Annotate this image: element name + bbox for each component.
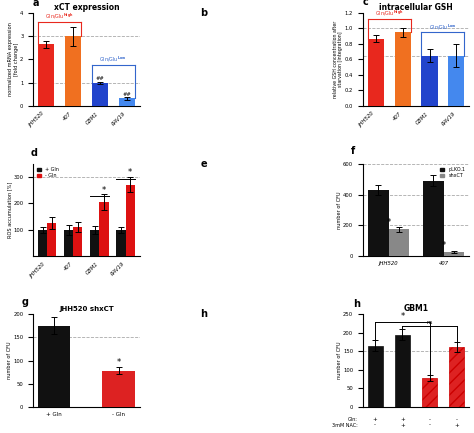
Bar <box>448 55 465 106</box>
Text: a: a <box>33 0 39 8</box>
Text: ns: ns <box>427 320 433 325</box>
Bar <box>118 98 135 106</box>
Text: Gln/Glu$^{\bf High}$: Gln/Glu$^{\bf High}$ <box>45 12 74 21</box>
Text: e: e <box>200 159 207 169</box>
Bar <box>422 378 437 407</box>
Text: -: - <box>428 417 431 423</box>
Bar <box>64 230 73 256</box>
Bar <box>102 371 135 407</box>
Text: 3mM NAC:: 3mM NAC: <box>332 423 357 428</box>
Bar <box>368 190 389 256</box>
Text: ##: ## <box>122 92 131 97</box>
Y-axis label: number of CFU: number of CFU <box>7 342 12 379</box>
Bar <box>92 83 108 106</box>
Bar <box>126 185 135 256</box>
Legend: pLKO.1, shxCT: pLKO.1, shxCT <box>438 166 467 180</box>
Legend: + Gln, - Gln: + Gln, - Gln <box>36 166 61 180</box>
Text: b: b <box>200 8 207 18</box>
Y-axis label: ROS accumulation [%]: ROS accumulation [%] <box>7 182 12 238</box>
Text: *: * <box>401 312 405 321</box>
Title: intracellular GSH: intracellular GSH <box>379 3 453 12</box>
Text: Gln/Glu$^{\bf High}$: Gln/Glu$^{\bf High}$ <box>375 9 403 19</box>
Bar <box>73 227 82 256</box>
Bar <box>38 326 70 407</box>
Bar <box>449 347 465 407</box>
Text: -: - <box>428 423 431 428</box>
Text: Gln/Glu$^{\bf Low}$: Gln/Glu$^{\bf Low}$ <box>429 22 457 32</box>
Y-axis label: number of CFU: number of CFU <box>337 342 342 379</box>
Text: *: * <box>441 242 446 250</box>
Y-axis label: normalized mRNA expression
[fold change]: normalized mRNA expression [fold change] <box>8 23 18 97</box>
Bar <box>389 229 410 256</box>
Text: c: c <box>362 0 368 7</box>
Title: xCT expression: xCT expression <box>54 3 119 12</box>
Title: JHH520 shxCT: JHH520 shxCT <box>59 306 114 312</box>
Text: ##: ## <box>95 76 104 81</box>
Bar <box>423 181 444 256</box>
Bar <box>421 55 438 106</box>
Text: -: - <box>374 423 376 428</box>
Text: +: + <box>400 423 405 428</box>
Text: *: * <box>102 186 106 195</box>
Bar <box>47 223 56 256</box>
Text: Gln/Glu$^{\bf Low}$: Gln/Glu$^{\bf Low}$ <box>100 55 127 64</box>
Bar <box>38 44 54 106</box>
Bar <box>368 39 384 106</box>
Bar <box>100 202 109 256</box>
Text: g: g <box>22 297 29 307</box>
Text: h: h <box>200 310 207 320</box>
Y-axis label: relative GSH concentration after
starvation [integration]: relative GSH concentration after starvat… <box>333 21 343 98</box>
Text: *: * <box>117 358 121 367</box>
Title: GBM1: GBM1 <box>403 304 428 313</box>
Text: *: * <box>128 168 132 178</box>
Text: +: + <box>400 417 405 423</box>
Text: d: d <box>30 148 37 158</box>
Bar <box>444 252 465 256</box>
Text: *: * <box>386 219 391 227</box>
Bar <box>90 230 100 256</box>
Text: h: h <box>354 299 360 309</box>
Y-axis label: number of CFU: number of CFU <box>337 191 342 229</box>
Bar <box>394 32 410 106</box>
Bar <box>368 346 383 407</box>
Text: Gln:: Gln: <box>347 417 357 423</box>
Bar <box>395 335 410 407</box>
Bar <box>65 36 81 106</box>
Text: +: + <box>455 423 459 428</box>
Text: -: - <box>456 417 458 423</box>
Bar <box>38 230 47 256</box>
Text: +: + <box>373 417 378 423</box>
Text: f: f <box>351 146 355 156</box>
Bar <box>117 230 126 256</box>
